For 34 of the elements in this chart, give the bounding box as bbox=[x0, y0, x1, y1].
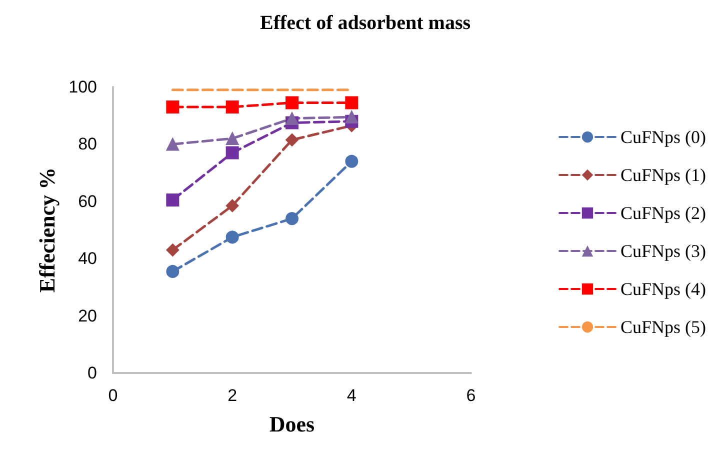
point bbox=[166, 100, 180, 114]
point bbox=[166, 138, 180, 151]
chart-title: Effect of adsorbent mass bbox=[260, 12, 471, 34]
point bbox=[345, 154, 358, 168]
y-tick-label: 80 bbox=[78, 134, 97, 154]
point bbox=[345, 110, 358, 124]
y-tick-label: 0 bbox=[88, 364, 97, 382]
point bbox=[286, 212, 298, 226]
y-tick-label: 60 bbox=[78, 192, 97, 211]
legend-label: CuFNps (4) bbox=[620, 279, 706, 299]
x-tick-label: 2 bbox=[228, 386, 238, 405]
x-tick-label: 6 bbox=[466, 386, 476, 405]
point bbox=[226, 199, 239, 212]
legend-label: CuFNps (5) bbox=[620, 317, 706, 337]
point bbox=[286, 133, 298, 146]
x-tick-label: 0 bbox=[108, 386, 118, 405]
legend-label: CuFNps (1) bbox=[620, 165, 706, 185]
legend-label: CuFNps (3) bbox=[620, 241, 706, 261]
point bbox=[286, 112, 298, 125]
point bbox=[345, 96, 358, 110]
point bbox=[286, 96, 298, 110]
y-axis-title: Effeciency % bbox=[34, 167, 60, 293]
legend-label: CuFNps (2) bbox=[620, 203, 706, 223]
x-tick-label: 4 bbox=[346, 386, 356, 405]
point bbox=[226, 230, 239, 244]
point bbox=[226, 100, 239, 114]
y-tick-label: 40 bbox=[78, 249, 97, 268]
y-tick-label: 100 bbox=[68, 78, 97, 96]
point bbox=[166, 244, 180, 257]
legend-label: CuFNps (0) bbox=[620, 127, 706, 147]
x-axis-title: Does bbox=[269, 412, 316, 436]
point bbox=[166, 264, 180, 278]
point bbox=[226, 132, 239, 145]
y-tick-label: 20 bbox=[78, 306, 97, 326]
